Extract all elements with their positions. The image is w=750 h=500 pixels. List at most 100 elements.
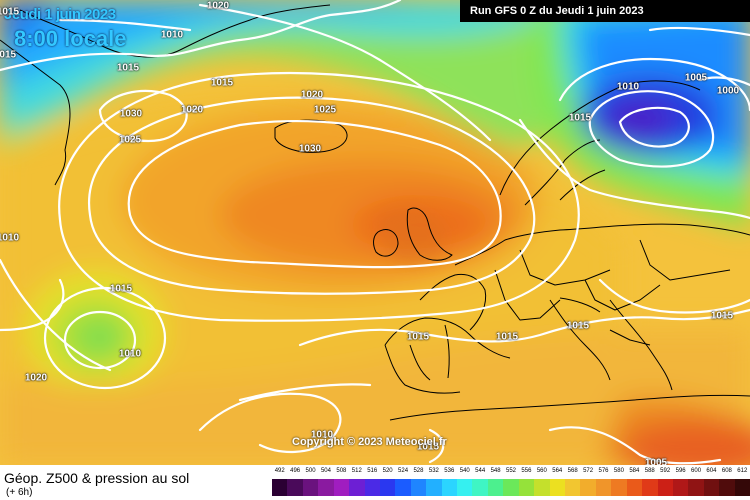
isobar-label: 1015 <box>109 283 133 295</box>
weather-map: Jeudi 1 juin 2023 8:00 locale Run GFS 0 … <box>0 0 750 465</box>
scale-value: 572 <box>583 468 594 474</box>
isobar-label: 1020 <box>206 0 230 12</box>
scale-value: 504 <box>320 468 331 474</box>
scale-value: 584 <box>629 468 640 474</box>
forecast-time: 8:00 locale <box>14 26 127 51</box>
scale-value: 532 <box>428 468 439 474</box>
scale-swatch <box>472 479 488 496</box>
scale-value: 520 <box>382 468 393 474</box>
scale-swatch <box>657 479 673 496</box>
scale-swatch <box>626 479 643 496</box>
scale-value: 508 <box>336 468 347 474</box>
scale-swatch <box>719 479 735 496</box>
model-run-label: Run GFS 0 Z du Jeudi 1 juin 2023 <box>460 0 750 22</box>
scale-swatch <box>272 479 288 496</box>
geopotential-field <box>0 0 750 465</box>
scale-swatch <box>518 479 535 496</box>
scale-swatch <box>395 479 411 496</box>
scale-swatch <box>580 479 596 496</box>
isobar-label: 1010 <box>0 232 20 244</box>
scale-swatch <box>426 479 442 496</box>
isobar-label: 1015 <box>210 77 234 89</box>
scale-swatch <box>595 479 612 496</box>
scale-swatch <box>549 479 566 496</box>
scale-value: 564 <box>552 468 563 474</box>
scale-swatch <box>349 479 365 496</box>
scale-swatch <box>642 479 658 496</box>
scale-swatch <box>565 479 581 496</box>
scale-swatch <box>688 479 704 496</box>
color-scale-labels: 492 496 500 504 508 512 516 520 524 528 532 536 540 5… <box>272 468 750 478</box>
map-title: Géop. Z500 & pression au sol <box>4 470 190 486</box>
isobar-label: 1015 <box>495 331 519 343</box>
scale-value: 544 <box>475 468 486 474</box>
scale-value: 580 <box>613 468 624 474</box>
scale-swatch <box>672 479 689 496</box>
isobar-label: 1030 <box>298 143 322 155</box>
scale-value: 500 <box>305 468 316 474</box>
isobar-label: 1030 <box>119 108 143 120</box>
scale-value: 496 <box>290 468 301 474</box>
scale-value: 492 <box>274 468 285 474</box>
coastline-layer <box>0 4 750 421</box>
isobar-label: 1025 <box>118 134 142 146</box>
isobar-label: 1010 <box>160 29 184 41</box>
isobar-label: 1025 <box>313 104 337 116</box>
scale-value: 516 <box>367 468 378 474</box>
isobar-label: 1015 <box>0 6 20 18</box>
isobar-label: 1010 <box>310 429 334 441</box>
isobar-label: 1000 <box>716 85 740 97</box>
scale-value: 528 <box>413 468 424 474</box>
scale-value: 600 <box>691 468 702 474</box>
isobar-label: 1015 <box>568 112 592 124</box>
scale-swatch <box>441 479 458 496</box>
isobar-label: 1005 <box>684 72 708 84</box>
isobar-label: 1020 <box>300 89 324 101</box>
color-scale-bar <box>272 479 750 496</box>
scale-swatch <box>534 479 550 496</box>
scale-value: 608 <box>721 468 732 474</box>
scale-swatch <box>333 479 350 496</box>
scale-swatch <box>703 479 720 496</box>
scale-value: 552 <box>505 468 517 474</box>
isobar-label: 1015 <box>116 62 140 74</box>
scale-swatch <box>287 479 303 496</box>
scale-value: 612 <box>737 468 748 474</box>
scale-value: 596 <box>675 468 686 474</box>
isobar-label: 1015 <box>416 441 440 453</box>
isobar-label: 1005 <box>644 457 668 466</box>
scale-value: 592 <box>660 468 671 474</box>
scale-value: 560 <box>536 468 547 474</box>
scale-swatch <box>611 479 627 496</box>
scale-value: 524 <box>398 468 409 474</box>
isobar-label: 1010 <box>118 348 142 360</box>
isobar-label: 1015 <box>0 49 17 61</box>
scale-swatch <box>503 479 519 496</box>
scale-value: 556 <box>521 468 532 474</box>
isobar-label: 1020 <box>24 372 48 384</box>
scale-swatch <box>379 479 396 496</box>
scale-swatch <box>364 479 380 496</box>
scale-swatch <box>487 479 504 496</box>
map-subtitle: (+ 6h) <box>6 487 33 498</box>
isobar-label: 1015 <box>406 331 430 343</box>
scale-value: 536 <box>444 468 455 474</box>
isobar-label: 1010 <box>616 81 640 93</box>
isobar-label: 1015 <box>710 310 734 322</box>
scale-value: 512 <box>351 468 362 474</box>
legend-panel: Géop. Z500 & pression au sol (+ 6h) 492 4… <box>0 465 750 500</box>
scale-swatch <box>410 479 427 496</box>
scale-value: 548 <box>490 468 501 474</box>
forecast-date: Jeudi 1 juin 2023 <box>4 6 116 23</box>
isobar-label: 1015 <box>566 320 590 332</box>
scale-swatch <box>734 479 750 496</box>
scale-swatch <box>318 479 334 496</box>
scale-value: 588 <box>644 468 655 474</box>
scale-value: 568 <box>567 468 578 474</box>
scale-swatch <box>302 479 319 496</box>
scale-swatch <box>457 479 473 496</box>
isobar-label: 1020 <box>180 104 204 116</box>
scale-value: 604 <box>706 468 717 474</box>
scale-value: 540 <box>459 468 470 474</box>
copyright-notice: Copyright © 2023 Meteociel.fr <box>292 436 447 448</box>
